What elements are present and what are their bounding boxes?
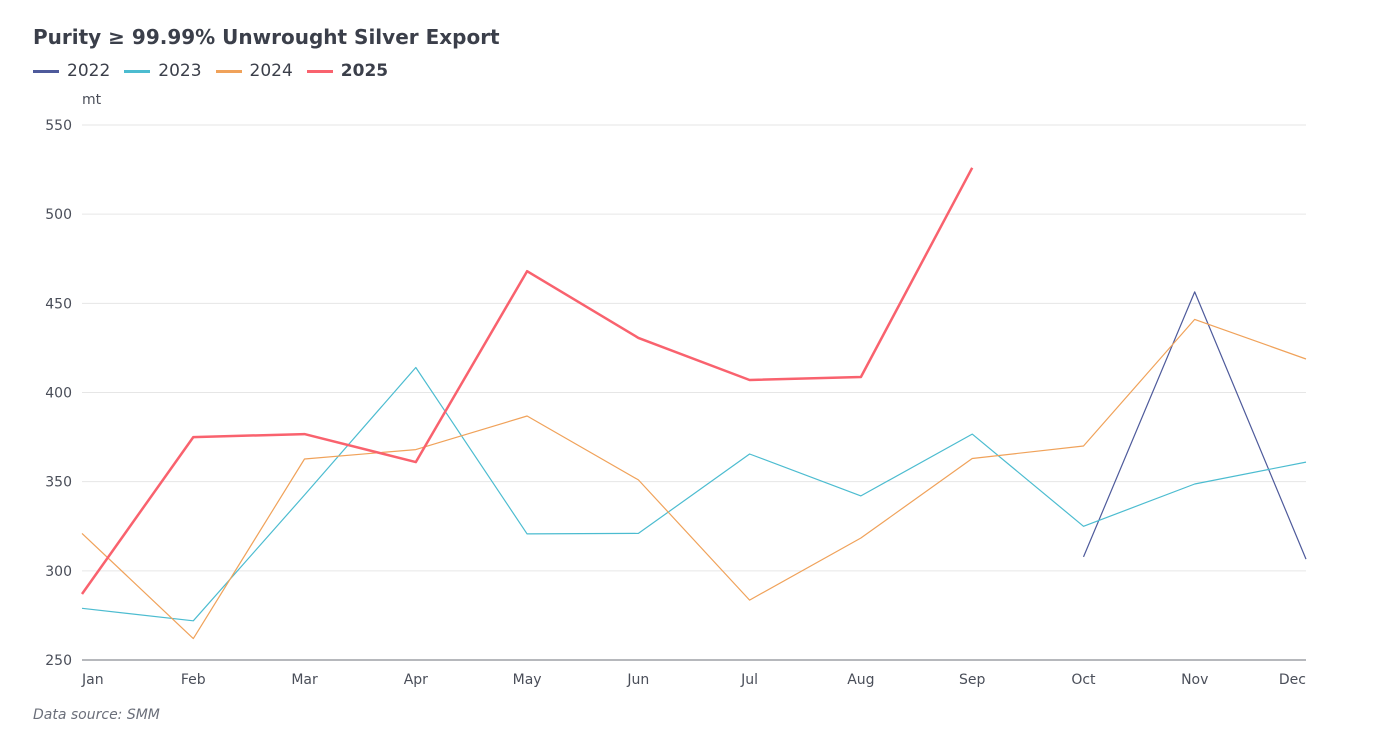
y-tick-label: 550 (45, 118, 72, 134)
x-tick-label: Jul (740, 672, 758, 688)
x-tick-label: Apr (404, 672, 428, 688)
chart-title: Purity ≥ 99.99% Unwrought Silver Export (33, 25, 500, 49)
legend-swatch (33, 69, 59, 73)
x-tick-label: Jan (81, 672, 104, 688)
x-tick-label: Aug (847, 672, 874, 688)
x-tick-label: Dec (1279, 672, 1306, 688)
legend-label: 2025 (340, 61, 389, 81)
legend-item-2022[interactable]: 2022 (33, 61, 110, 81)
legend-item-2023[interactable]: 2023 (124, 61, 202, 81)
series-line-2023 (81, 366, 1307, 622)
legend-label: 2022 (67, 61, 111, 81)
y-tick-label: 350 (45, 475, 72, 491)
legend-item-2024[interactable]: 2024 (215, 61, 293, 81)
x-tick-label: Oct (1071, 672, 1096, 688)
legend-swatch (306, 69, 333, 73)
series-line-2022 (1082, 291, 1307, 560)
legend-item-2025[interactable]: 2025 (306, 61, 389, 81)
x-tick-label: Mar (291, 672, 318, 688)
legend: 2022 2023 2024 2025 (33, 61, 388, 81)
y-tick-label: 400 (45, 386, 72, 402)
legend-swatch (124, 69, 151, 73)
y-tick-label: 250 (45, 653, 72, 669)
y-tick-label: 300 (45, 564, 72, 580)
series-line-2025 (80, 167, 974, 595)
y-axis-unit-label: mt (82, 92, 102, 108)
series-line-2024 (81, 318, 1307, 640)
legend-swatch (215, 69, 242, 73)
legend-label: 2024 (249, 61, 293, 81)
y-tick-label: 450 (45, 296, 72, 312)
x-tick-label: Sep (959, 672, 986, 688)
legend-label: 2023 (158, 61, 202, 81)
x-tick-label: Jun (626, 672, 649, 688)
y-tick-label: 500 (45, 207, 72, 223)
x-tick-label: Feb (181, 672, 206, 688)
data-source: Data source: SMM (33, 707, 160, 723)
x-tick-label: Nov (1181, 672, 1208, 688)
x-tick-label: May (513, 672, 542, 688)
